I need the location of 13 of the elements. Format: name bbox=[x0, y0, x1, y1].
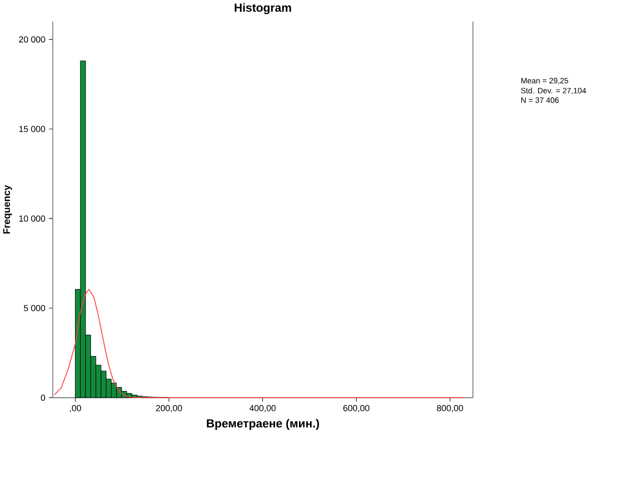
x-tick-label: 200,00 bbox=[156, 404, 182, 412]
x-axis-title: Времетраене (мин.) bbox=[206, 418, 319, 430]
y-tick-label: 5 000 bbox=[24, 304, 46, 312]
y-axis-title: Frequency bbox=[3, 184, 12, 234]
chart-title: Histogram bbox=[234, 3, 292, 14]
y-tick-label: 15 000 bbox=[19, 126, 46, 132]
x-tick-label: 600,00 bbox=[343, 404, 370, 412]
y-tick-label: 10 000 bbox=[19, 215, 46, 222]
x-tick-label: 800,00 bbox=[436, 404, 464, 412]
x-tick-label: 400,00 bbox=[249, 404, 276, 412]
x-tick-label: ,00 bbox=[70, 404, 82, 412]
y-tick-label: 0 bbox=[40, 394, 46, 401]
y-tick-label: 20 000 bbox=[19, 36, 46, 42]
